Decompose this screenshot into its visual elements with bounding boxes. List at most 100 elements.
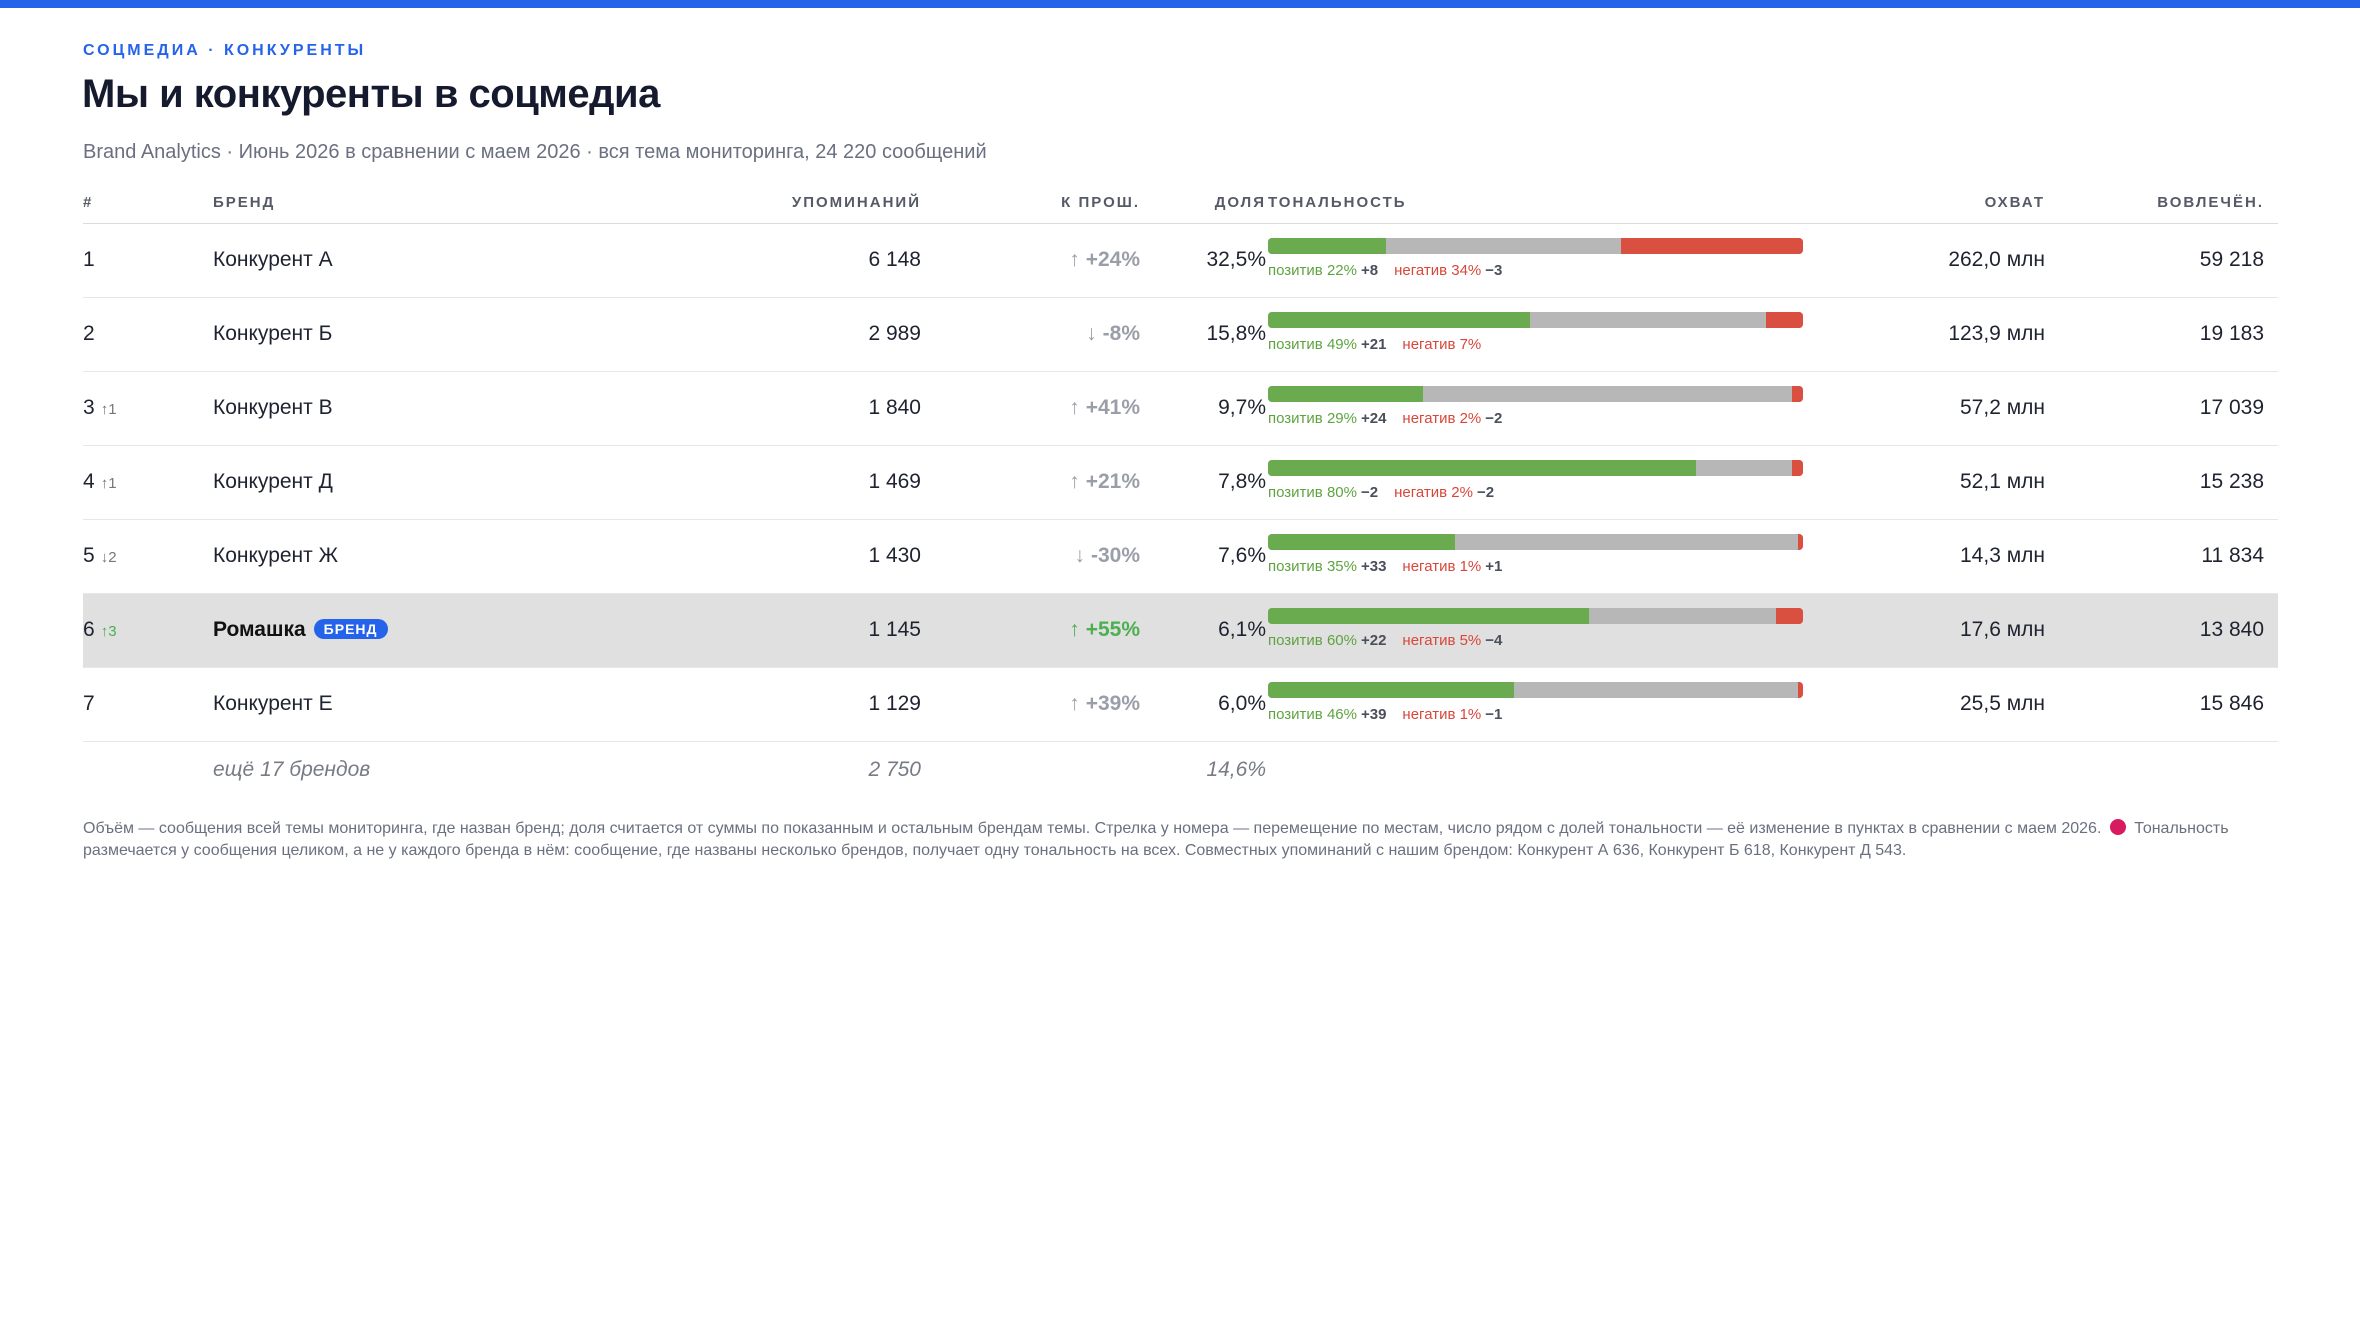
negative-delta: −3 <box>1485 262 1503 279</box>
positive-label: позитив 80% <box>1268 484 1357 501</box>
col-mentions[interactable]: УПОМИНАНИЙ <box>791 194 921 211</box>
tone-labels: позитив 49% +21 негатив 7% <box>1268 336 1485 353</box>
tone-bar <box>1268 460 1803 476</box>
page-title: Мы и конкуренты в соцмедиа <box>82 72 660 116</box>
tone-bar <box>1268 608 1803 624</box>
mentions-cell: 1 430 <box>868 544 921 567</box>
share-cell: 7,8% <box>1218 470 1266 493</box>
tone-bar-negative <box>1792 460 1803 476</box>
change-value: +24% <box>1085 248 1140 271</box>
trend-arrow-icon: ↑ <box>1069 692 1080 715</box>
rank-cell: 4 ↑1 <box>83 470 117 494</box>
tone-labels: позитив 80% −2 негатив 2% −2 <box>1268 484 1494 501</box>
table-header: # БРЕНД УПОМИНАНИЙ К ПРОШ. ДОЛЯ ТОНАЛЬНО… <box>83 186 2278 224</box>
mentions-cell: 1 840 <box>868 396 921 419</box>
engagement-cell: 15 238 <box>2199 470 2264 493</box>
change-value: +39% <box>1085 692 1140 715</box>
reach-cell: 25,5 млн <box>1960 692 2045 715</box>
positive-delta: +33 <box>1360 558 1387 575</box>
tone-bar <box>1268 238 1803 254</box>
brand-name: Ромашка <box>213 618 306 641</box>
mentions-cell: 1 145 <box>868 618 921 641</box>
tone-labels: позитив 22% +8 негатив 34% −3 <box>1268 262 1502 279</box>
footnote-text-1: Объём — сообщения всей темы мониторинга,… <box>83 820 2102 837</box>
engagement-cell: 13 840 <box>2199 618 2264 641</box>
col-brand[interactable]: БРЕНД <box>213 194 276 211</box>
rank-number: 5 <box>83 544 95 567</box>
rank-number: 7 <box>83 692 95 715</box>
change-value: +41% <box>1085 396 1140 419</box>
tone-bar-negative <box>1797 682 1803 698</box>
change-cell: ↑ +21% <box>1069 470 1140 494</box>
positive-label: позитив 22% <box>1268 262 1357 279</box>
table-row[interactable]: 4 ↑1 Конкурент Д 1 469 ↑ +21% 7,8% позитив 80% −… <box>83 446 2278 520</box>
rank-move: ↑1 <box>100 401 117 418</box>
positive-delta: −2 <box>1360 484 1379 501</box>
col-rank[interactable]: # <box>83 194 94 211</box>
positive-label: позитив 46% <box>1268 706 1357 723</box>
rank-move: ↓2 <box>100 549 117 566</box>
rank-cell: 6 ↑3 <box>83 618 117 642</box>
competitors-table: # БРЕНД УПОМИНАНИЙ К ПРОШ. ДОЛЯ ТОНАЛЬНО… <box>83 186 2278 800</box>
tone-bar-positive <box>1268 682 1515 698</box>
table-row[interactable]: 2 Конкурент Б 2 989 ↓ -8% 15,8% позитив 49% +21… <box>83 298 2278 372</box>
rank-move: ↑3 <box>100 623 117 640</box>
mentions-cell: 2 989 <box>868 322 921 345</box>
tone-bar-negative <box>1797 534 1803 550</box>
more-brands-label: ещё 17 брендов <box>213 758 371 781</box>
brand-cell: Ромашка БРЕНД <box>213 618 388 642</box>
table-row[interactable]: 1 Конкурент А 6 148 ↑ +24% 32,5% позитив 22% +8… <box>83 224 2278 298</box>
trend-arrow-icon: ↑ <box>1069 396 1080 419</box>
positive-label: позитив 60% <box>1268 632 1357 649</box>
brand-cell: Конкурент Б <box>213 322 332 346</box>
tone-bar-positive <box>1268 460 1696 476</box>
tone-bar <box>1268 682 1803 698</box>
change-cell: ↑ +39% <box>1069 692 1140 716</box>
change-value: +21% <box>1085 470 1140 493</box>
tone-bar-positive <box>1268 312 1531 328</box>
col-share[interactable]: ДОЛЯ <box>1214 194 1266 211</box>
brand-cell: Конкурент В <box>213 396 333 420</box>
negative-label: негатив 5% <box>1402 632 1482 649</box>
reach-cell: 123,9 млн <box>1948 322 2045 345</box>
brand-cell: Конкурент Ж <box>213 544 338 568</box>
col-engagement[interactable]: ВОВЛЕЧЁН. <box>2157 194 2264 211</box>
reach-cell: 14,3 млн <box>1960 544 2045 567</box>
tone-bar-negative <box>1621 238 1803 254</box>
rank-cell: 3 ↑1 <box>83 396 117 420</box>
positive-label: позитив 49% <box>1268 336 1357 353</box>
more-brands-row[interactable]: ещё 17 брендов 2 750 14,6% <box>83 742 2278 800</box>
engagement-cell: 11 834 <box>2201 544 2264 567</box>
brand-name: Конкурент А <box>213 248 333 271</box>
rank-number: 2 <box>83 322 95 345</box>
table-row[interactable]: 6 ↑3 Ромашка БРЕНД 1 145 ↑ +55% 6,1% позитив 60%… <box>83 594 2278 668</box>
col-reach[interactable]: ОХВАТ <box>1984 194 2045 211</box>
change-value: +55% <box>1085 618 1140 641</box>
trend-arrow-icon: ↑ <box>1069 470 1080 493</box>
col-tone[interactable]: ТОНАЛЬНОСТЬ <box>1268 194 1407 211</box>
reach-cell: 57,2 млн <box>1960 396 2045 419</box>
tone-bar <box>1268 386 1803 402</box>
share-cell: 6,0% <box>1218 692 1266 715</box>
negative-delta: −1 <box>1485 706 1503 723</box>
rank-number: 3 <box>83 396 95 419</box>
page-subtitle: Brand Analytics · Июнь 2026 в сравнении … <box>83 141 987 163</box>
engagement-cell: 19 183 <box>2199 322 2264 345</box>
brand-cell: Конкурент Е <box>213 692 333 716</box>
positive-delta: +8 <box>1360 262 1379 279</box>
tone-bar-positive <box>1268 534 1456 550</box>
brand-name: Конкурент Е <box>213 692 333 715</box>
share-cell: 15,8% <box>1206 322 1266 345</box>
mentions-cell: 1 469 <box>868 470 921 493</box>
negative-label: негатив 2% <box>1402 410 1482 427</box>
tone-labels: позитив 29% +24 негатив 2% −2 <box>1268 410 1502 427</box>
col-change[interactable]: К ПРОШ. <box>1061 194 1140 211</box>
trend-arrow-icon: ↑ <box>1069 248 1080 271</box>
tone-labels: позитив 46% +39 негатив 1% −1 <box>1268 706 1502 723</box>
brand-cell: Конкурент Д <box>213 470 333 494</box>
footnote: Объём — сообщения всей темы мониторинга,… <box>83 818 2283 862</box>
engagement-cell: 15 846 <box>2199 692 2264 715</box>
